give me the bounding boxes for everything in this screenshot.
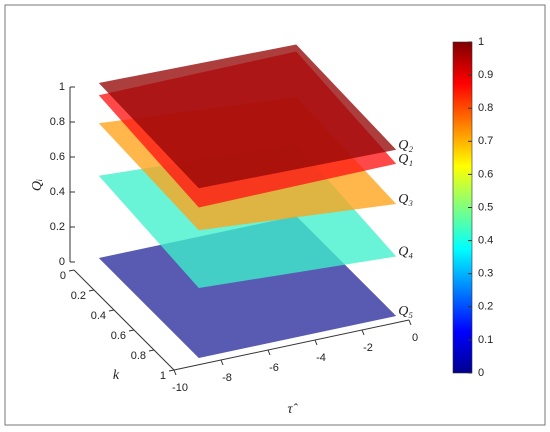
surface-label: Q₄ xyxy=(398,245,413,260)
colorbar-tick-label: 0.9 xyxy=(478,69,493,81)
k-tick xyxy=(68,269,75,272)
tau-tick xyxy=(267,349,271,356)
colorbar-tick-label: 1 xyxy=(478,36,484,48)
k-tick-label: 0.8 xyxy=(131,350,146,362)
tau-tick xyxy=(314,339,318,346)
colorbar-tick-label: 0.8 xyxy=(478,102,493,114)
k-tick xyxy=(128,329,135,332)
surface xyxy=(98,44,397,189)
colorbar-tick-label: 0.6 xyxy=(478,168,493,180)
z-axis-title: Qᵢ xyxy=(30,179,45,191)
frame xyxy=(4,4,546,426)
colorbar-tick-label: 0 xyxy=(478,367,484,379)
colorbar-tick-label: 0.3 xyxy=(478,268,493,280)
k-tick xyxy=(148,349,155,352)
colorbar-tick-label: 0.4 xyxy=(478,235,493,247)
tau-tick-label: -4 xyxy=(316,352,326,364)
colorbar-tick-label: 0.5 xyxy=(478,201,493,213)
z-tick-label: 0.6 xyxy=(50,151,65,163)
k-tick-label: 1 xyxy=(160,370,166,382)
k-tick-label: 0.4 xyxy=(91,310,106,322)
z-tick-label: 1 xyxy=(59,81,65,93)
tau-axis xyxy=(173,319,410,371)
surface-label: Q₃ xyxy=(398,192,413,207)
k-tick-label: 0.6 xyxy=(111,330,126,342)
k-tick xyxy=(168,369,175,372)
tau-tick-label: -8 xyxy=(222,372,232,384)
tau-tick-label: -2 xyxy=(363,342,373,354)
k-tick xyxy=(88,289,95,292)
tau-tick xyxy=(220,359,224,366)
surface-label: Q₁ xyxy=(398,152,413,167)
tau-axis-title: τ̂ xyxy=(287,402,298,417)
tau-tick-label: -10 xyxy=(172,382,188,394)
z-tick-label: 0.8 xyxy=(50,116,65,128)
tau-tick xyxy=(361,329,365,336)
surface-label: Q₂ xyxy=(398,138,413,153)
k-axis xyxy=(73,269,175,371)
k-tick-label: 0.2 xyxy=(71,290,86,302)
tau-tick-label: 0 xyxy=(412,332,418,344)
colorbar-tick-label: 0.7 xyxy=(478,135,493,147)
k-axis-title: k xyxy=(113,368,120,383)
z-tick-label: 0.2 xyxy=(50,221,65,233)
z-tick-label: 0 xyxy=(59,256,65,268)
k-tick xyxy=(108,309,115,312)
tau-tick xyxy=(408,319,412,326)
tau-tick xyxy=(173,369,177,376)
tau-tick-label: -6 xyxy=(269,362,279,374)
k-tick-label: 0 xyxy=(60,270,66,282)
colorbar-tick-label: 0.1 xyxy=(478,334,493,346)
surface-label: Q₅ xyxy=(398,304,413,319)
colorbar-tick-label: 0.2 xyxy=(478,301,493,313)
z-tick-label: 0.4 xyxy=(50,186,65,198)
